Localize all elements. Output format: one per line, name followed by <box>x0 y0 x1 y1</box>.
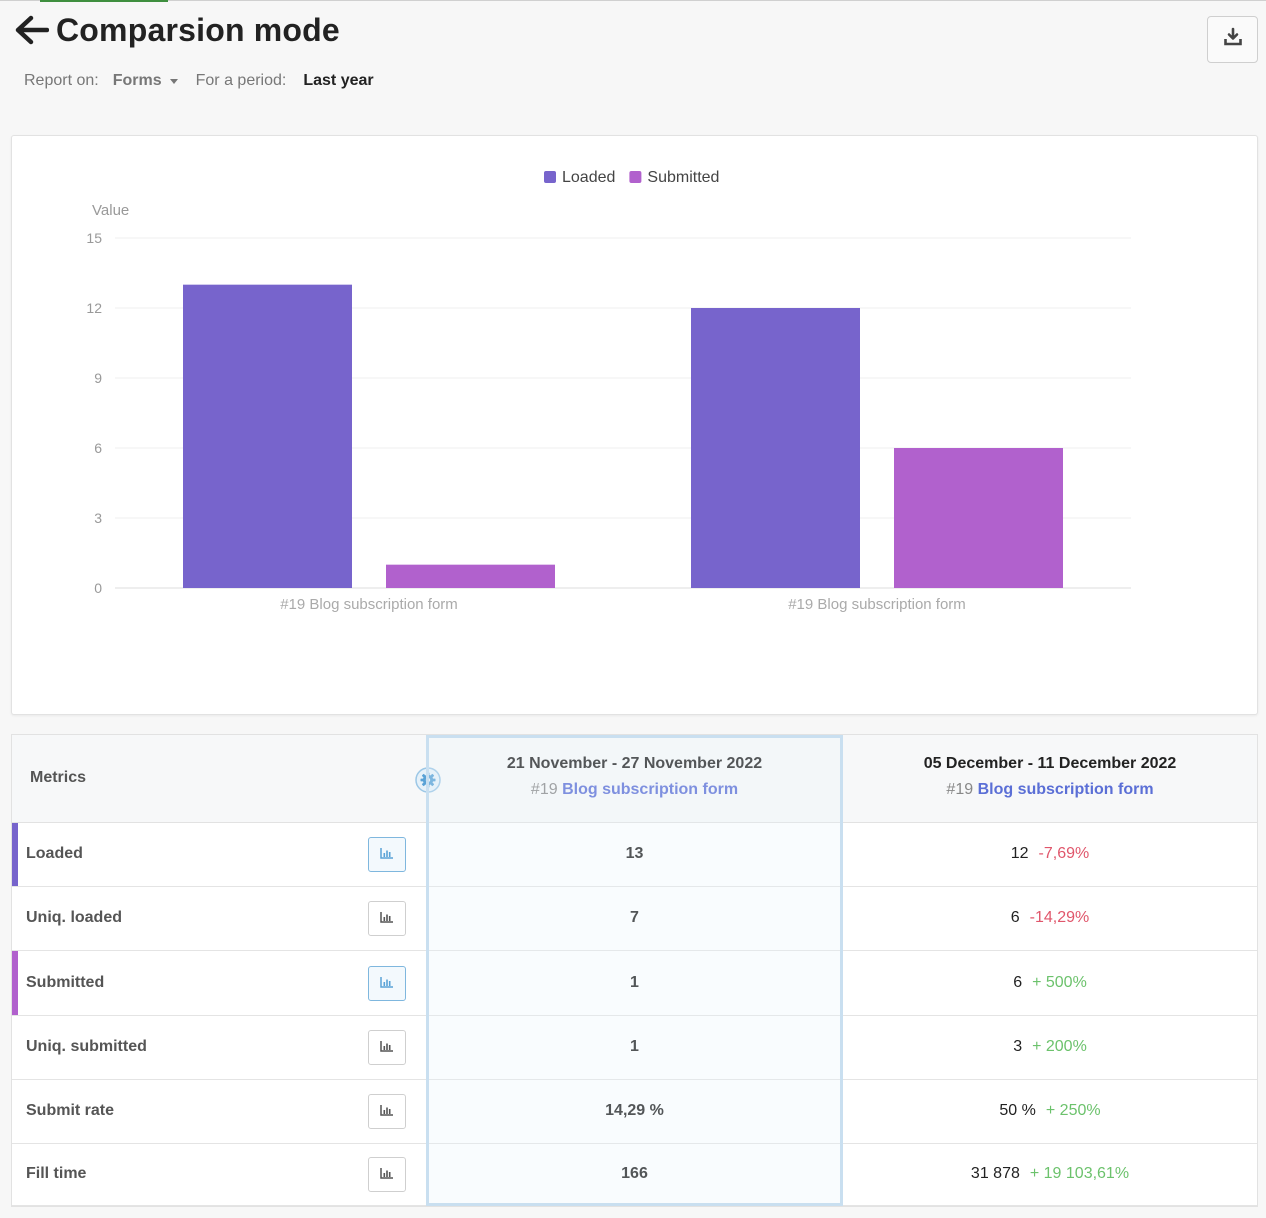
x-tick-label: #19 Blog subscription form <box>788 596 966 613</box>
arrow-left-icon[interactable] <box>14 12 50 48</box>
period-2-value: 6 <box>1010 909 1020 926</box>
period-1-value: 1 <box>630 1038 639 1055</box>
bar-chart-icon <box>380 910 394 928</box>
chart-toggle-button[interactable] <box>368 1157 406 1192</box>
change-percentage: + 250% <box>1045 1102 1101 1119</box>
export-button[interactable] <box>1207 16 1258 63</box>
period-2-value: 3 <box>1013 1038 1023 1055</box>
bar-chart-icon <box>380 846 394 864</box>
period-2-value: 31 878 <box>970 1165 1020 1182</box>
y-tick-label: 15 <box>86 230 102 246</box>
report-type-dropdown[interactable]: Forms <box>113 72 178 90</box>
period-2-value: 12 <box>1010 845 1029 862</box>
bar-chart-icon <box>380 1103 394 1121</box>
bar-loaded <box>691 308 860 588</box>
y-tick-label: 0 <box>94 580 102 596</box>
metrics-table: Metrics 21 November - 27 Novem <box>11 734 1258 1207</box>
bar-submitted <box>894 448 1063 588</box>
y-tick-label: 3 <box>94 510 102 526</box>
period-2-cell: 6 + 500% <box>843 974 1257 992</box>
chart-toggle-button[interactable] <box>368 1094 406 1129</box>
table-row: Submitted 1 6 + 500% <box>12 951 1257 1016</box>
period-1-value: 7 <box>630 909 639 926</box>
change-percentage: + 200% <box>1032 1038 1087 1055</box>
period-header-1: 21 November - 27 November 2022 #19 Blog … <box>426 755 843 799</box>
period-form-2: #19 Blog subscription form <box>843 781 1257 799</box>
table-header: Metrics 21 November - 27 Novem <box>12 735 1257 823</box>
bar-chart: Value 0 3 6 9 12 15 #19 Blog subscription form #… <box>86 169 1131 613</box>
page-header: Comparsion mode <box>14 8 340 52</box>
period-2-value: 6 <box>1013 974 1023 991</box>
change-percentage: + 500% <box>1032 974 1087 991</box>
chart-toggle-button[interactable] <box>368 901 406 936</box>
period-header-2: 05 December - 11 December 2022 #19 Blog … <box>843 755 1257 799</box>
y-tick-label: 6 <box>94 440 102 456</box>
page-title: Comparsion mode <box>56 11 340 48</box>
caret-down-icon <box>169 79 178 84</box>
change-percentage: -14,29% <box>1029 909 1090 926</box>
legend-label: Loaded <box>562 169 615 186</box>
legend-swatch <box>629 171 642 183</box>
bar-chart-icon <box>380 1039 394 1057</box>
top-accent-line <box>40 0 168 2</box>
report-type-value: Forms <box>112 72 162 89</box>
table-row: Uniq. loaded 7 6 -14,29% <box>12 887 1257 951</box>
comparison-chart: Value 0 3 6 9 12 15 #19 Blog subscription form #… <box>11 135 1258 715</box>
period-2-cell: 12 -7,69% <box>843 845 1257 863</box>
metrics-header: Metrics <box>30 769 87 786</box>
download-icon <box>1223 27 1243 52</box>
period-dropdown[interactable]: Last year <box>303 72 374 89</box>
period-date-1: 21 November - 27 November 2022 <box>506 755 763 772</box>
chart-toggle-button[interactable] <box>368 837 406 872</box>
period-2-cell: 3 + 200% <box>843 1038 1257 1056</box>
y-tick-label: 12 <box>86 300 102 316</box>
bar-chart-icon <box>380 975 394 993</box>
period-1-value: 14,29 % <box>605 1102 664 1119</box>
bar-chart-icon <box>380 1166 394 1184</box>
metric-label: Uniq. submitted <box>26 1038 147 1055</box>
metric-label: Submitted <box>26 974 105 991</box>
form-id-2: #19 <box>946 781 974 798</box>
table-row: Submit rate 14,29 % 50 % + 250% <box>12 1080 1257 1144</box>
period-2-cell: 31 878 + 19 103,61% <box>843 1165 1257 1183</box>
chart-toggle-button[interactable] <box>368 966 406 1001</box>
period-2-cell: 6 -14,29% <box>843 909 1257 927</box>
report-on-label: Report on: <box>24 72 99 89</box>
period-2-value: 50 % <box>999 1102 1036 1119</box>
bar-submitted <box>386 564 555 588</box>
form-link-2[interactable]: Blog subscription form <box>977 781 1154 798</box>
period-2-cell: 50 % + 250% <box>843 1102 1257 1120</box>
x-tick-label: #19 Blog subscription form <box>280 596 458 613</box>
period-date-2: 05 December - 11 December 2022 <box>923 755 1177 772</box>
period-form-1: #19 Blog subscription form <box>426 781 843 799</box>
y-axis-title: Value <box>92 202 129 219</box>
metric-label: Submit rate <box>26 1102 115 1119</box>
top-border <box>0 0 1266 1</box>
period-1-value: 1 <box>630 974 639 991</box>
table-row: Fill time 166 31 878 + 19 103,61% <box>12 1144 1257 1206</box>
bar-loaded <box>183 284 352 588</box>
period-1-value: 166 <box>621 1165 648 1182</box>
period-label: For a period: <box>195 72 287 89</box>
change-percentage: + 19 103,61% <box>1029 1165 1130 1182</box>
metric-label: Fill time <box>26 1165 87 1182</box>
period-1-value: 13 <box>625 845 644 862</box>
series-color-marker <box>12 951 18 1015</box>
y-tick-label: 9 <box>94 370 102 386</box>
table-row: Uniq. submitted 1 3 + 200% <box>12 1016 1257 1080</box>
legend-label: Submitted <box>647 169 719 186</box>
legend-swatch <box>544 171 556 183</box>
metric-label: Loaded <box>26 845 83 862</box>
chart-toggle-button[interactable] <box>368 1030 406 1065</box>
series-color-marker <box>12 823 18 886</box>
change-percentage: -7,69% <box>1038 845 1090 862</box>
form-id-1: #19 <box>530 781 558 798</box>
report-filters: Report on: Forms For a period: Last year <box>24 68 374 94</box>
table-row: Loaded 13 12 -7,69% <box>12 823 1257 887</box>
metric-label: Uniq. loaded <box>26 909 122 926</box>
form-link-1[interactable]: Blog subscription form <box>562 781 739 798</box>
